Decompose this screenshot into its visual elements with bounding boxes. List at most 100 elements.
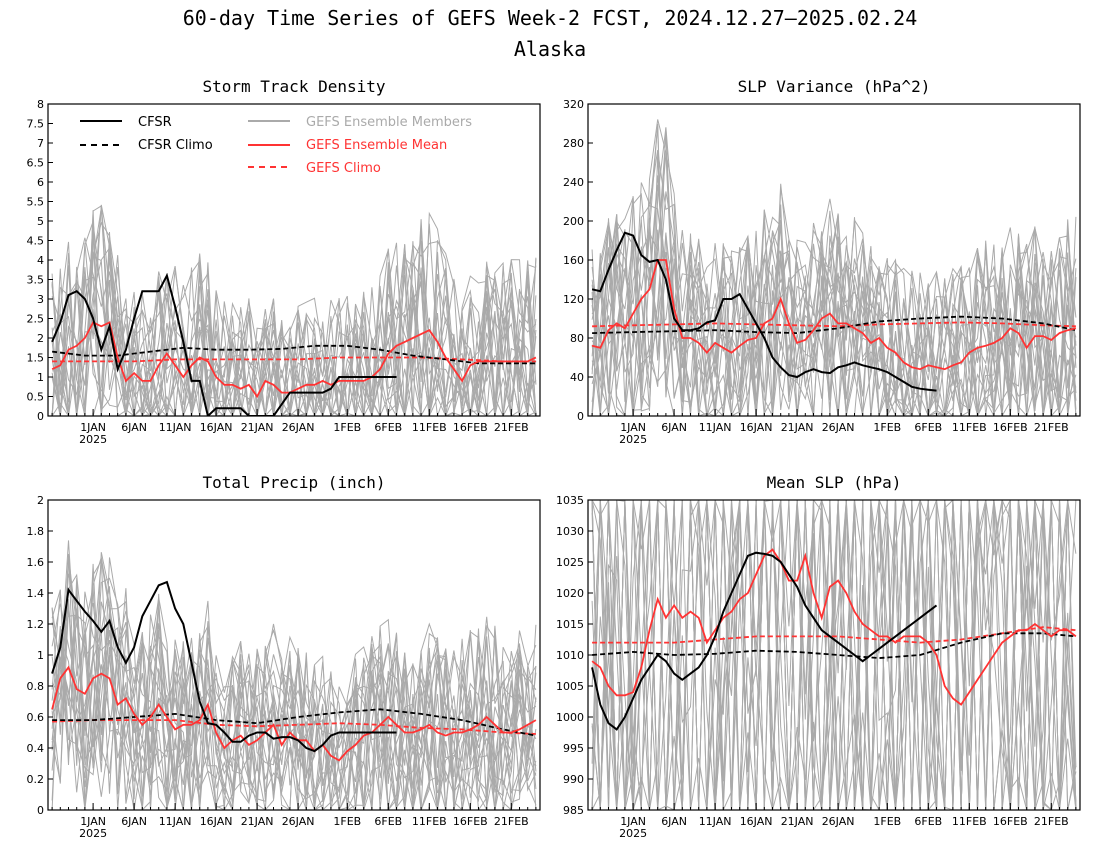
x-tick-label: 21FEB — [494, 421, 529, 434]
y-tick-label: 1 — [37, 649, 44, 662]
x-tick-label: 1FEB — [333, 421, 361, 434]
ensemble-member-line — [51, 591, 537, 810]
series-line-gefs-ensemble-mean — [591, 259, 1077, 371]
y-tick-label: 200 — [563, 215, 584, 228]
ensemble-member-line — [591, 123, 1077, 416]
x-tick-label: 21JAN — [241, 421, 274, 434]
x-tick-label: 11JAN — [159, 421, 192, 434]
x-tick-label: 11FEB — [412, 815, 447, 828]
ensemble-members — [51, 204, 537, 416]
x-tick-label: 1JAN — [80, 815, 106, 828]
y-tick-label: 1.4 — [27, 587, 45, 600]
y-tick-label: 6 — [37, 176, 44, 189]
series-line-cfsr-climo — [52, 708, 537, 737]
ensemble-member-line — [591, 152, 1077, 416]
x-tick-label: 11FEB — [952, 815, 987, 828]
y-tick-label: 1020 — [556, 587, 584, 600]
series-line-cfsr — [591, 551, 938, 731]
legend-gefs-mean-label: GEFS Ensemble Mean — [306, 138, 447, 153]
y-tick-label: 990 — [563, 773, 584, 786]
ensemble-member-line — [591, 210, 1077, 416]
x-tick-label: 1JAN — [620, 421, 646, 434]
x-tick-label: 26JAN — [822, 815, 855, 828]
x-tick-label: 11FEB — [952, 421, 987, 434]
x-tick-label: 11JAN — [159, 815, 192, 828]
x-tick-label: 6FEB — [374, 421, 402, 434]
x-year-label: 2025 — [79, 827, 107, 840]
x-tick-label: 16FEB — [453, 421, 488, 434]
x-tick-label: 21JAN — [781, 815, 814, 828]
x-tick-label: 6JAN — [661, 421, 687, 434]
legend-members-label: GEFS Ensemble Members — [306, 115, 472, 130]
x-tick-label: 16FEB — [453, 815, 488, 828]
series-line-cfsr-climo — [51, 344, 536, 365]
y-tick-label: 7 — [37, 137, 44, 150]
x-tick-label: 6JAN — [121, 421, 147, 434]
ensemble-member-line — [51, 563, 537, 810]
x-tick-label: 21FEB — [1034, 421, 1069, 434]
series-line-gefs-climo — [52, 356, 536, 363]
panel-title: SLP Variance (hPa^2) — [738, 77, 931, 96]
panel-title: Storm Track Density — [202, 77, 385, 96]
x-tick-label: 11JAN — [699, 815, 732, 828]
x-tick-label: 6JAN — [121, 815, 147, 828]
y-tick-label: 1005 — [556, 680, 584, 693]
ensemble-member-line — [51, 586, 537, 810]
y-tick-label: 3 — [37, 293, 44, 306]
y-tick-label: 1.8 — [27, 525, 45, 538]
panel-slp-variance: SLP Variance (hPa^2) 0 40 80 120 160 200 240 280… — [563, 77, 1081, 446]
panel-storm-track-density: Storm Track Density 0 0.5 1 1.5 2 2.5 3 3.5 4 4.5 5… — [27, 77, 541, 446]
x-tick-label: 21FEB — [494, 815, 529, 828]
y-tick-label: 2.5 — [27, 313, 45, 326]
x-tick-label: 1FEB — [873, 815, 901, 828]
y-tick-label: 2 — [37, 332, 44, 345]
legend-gefs-climo-label: GEFS Climo — [306, 161, 381, 176]
panel-mean-slp: Mean SLP (hPa) 985 990 995 1000 1005 1010 1015 1… — [556, 473, 1081, 840]
x-year-label: 2025 — [619, 827, 647, 840]
y-tick-label: 40 — [570, 371, 584, 384]
y-tick-label: 80 — [570, 332, 584, 345]
y-tick-label: 0.6 — [27, 711, 45, 724]
x-year-label: 2025 — [619, 433, 647, 446]
ensemble-member-line — [51, 560, 537, 810]
series-line-cfsr-climo — [592, 632, 1076, 660]
legend-cfsr-label: CFSR — [138, 115, 172, 130]
x-tick-label: 26JAN — [282, 421, 315, 434]
figure-subtitle: Alaska — [514, 37, 586, 61]
x-tick-label: 16JAN — [200, 815, 233, 828]
y-tick-label: 1 — [37, 371, 44, 384]
ensemble-member-line — [591, 187, 1077, 416]
y-tick-label: 0.8 — [27, 680, 45, 693]
y-tick-label: 2 — [37, 494, 44, 507]
y-tick-label: 1.2 — [27, 618, 45, 631]
ensemble-member-line — [51, 540, 537, 810]
y-tick-label: 320 — [563, 98, 584, 111]
legend: CFSR CFSR Climo GEFS Ensemble Members GE… — [80, 115, 472, 176]
series-line-gefs-ensemble-mean — [51, 665, 537, 762]
y-tick-label: 0 — [37, 410, 44, 423]
y-tick-label: 6.5 — [27, 157, 45, 170]
y-tick-label: 3.5 — [27, 274, 45, 287]
ensemble-member-line — [591, 153, 1077, 416]
y-tick-label: 1.6 — [27, 556, 45, 569]
ensemble-member-line — [51, 604, 537, 810]
x-tick-label: 16FEB — [993, 815, 1028, 828]
series-line-cfsr-climo — [592, 315, 1077, 335]
x-tick-label: 1FEB — [333, 815, 361, 828]
ensemble-member-line — [591, 214, 1077, 416]
y-tick-label: 985 — [563, 804, 584, 817]
y-tick-label: 120 — [563, 293, 584, 306]
ensemble-members — [51, 540, 537, 810]
y-tick-label: 8 — [37, 98, 44, 111]
y-tick-label: 0 — [37, 804, 44, 817]
y-tick-label: 240 — [563, 176, 584, 189]
y-tick-label: 0 — [577, 410, 584, 423]
x-year-label: 2025 — [79, 433, 107, 446]
figure-title: 60-day Time Series of GEFS Week-2 FCST, … — [183, 6, 918, 30]
series-line-gefs-climo — [52, 719, 536, 735]
x-tick-label: 6FEB — [914, 421, 942, 434]
ensemble-member-line — [51, 221, 537, 416]
y-tick-label: 7.5 — [27, 118, 45, 131]
panel-total-precip: Total Precip (inch) 0 0.2 0.4 0.6 0.8 1 1.2 1.4 1… — [27, 473, 541, 840]
